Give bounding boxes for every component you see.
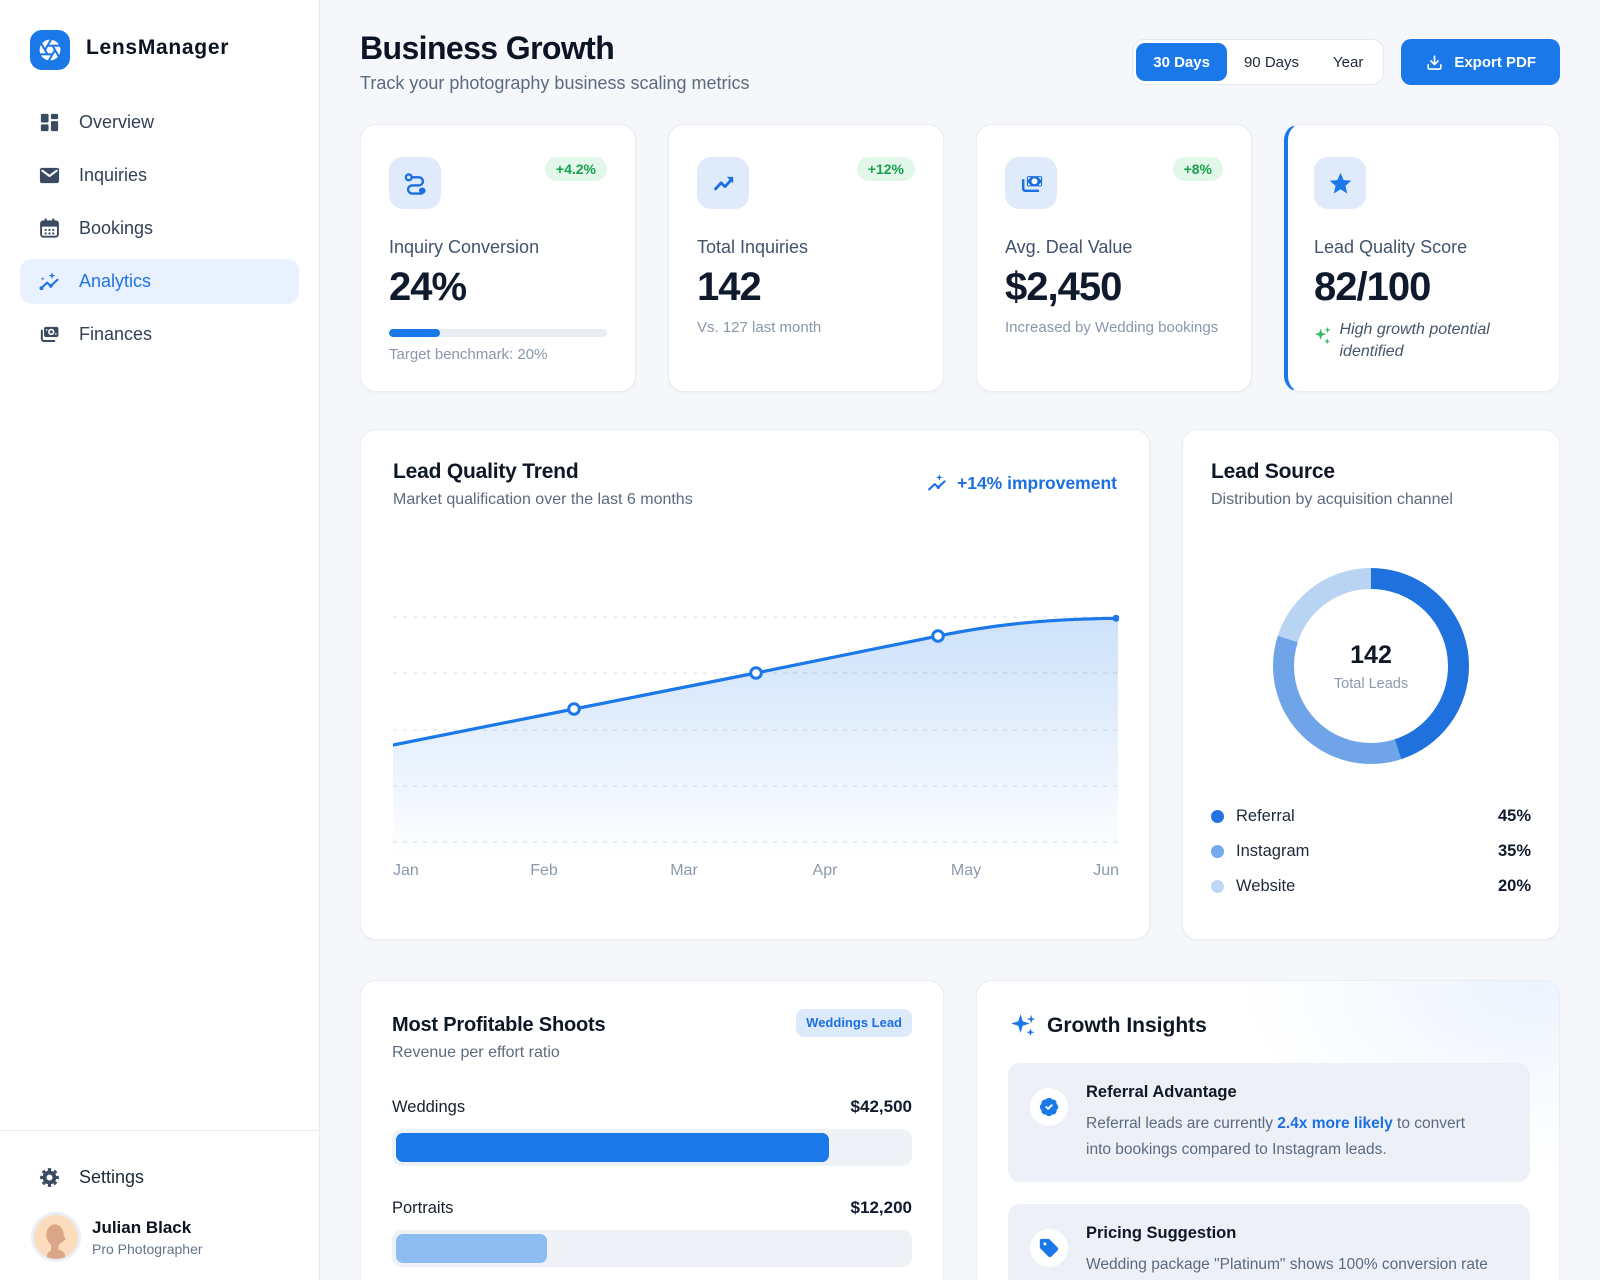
svg-text:Feb: Feb bbox=[530, 862, 558, 879]
svg-text:Mar: Mar bbox=[670, 862, 698, 879]
svg-text:May: May bbox=[951, 862, 981, 879]
svg-text:Apr: Apr bbox=[813, 862, 839, 879]
svg-text:Jun: Jun bbox=[1093, 862, 1119, 879]
svg-text:Jan: Jan bbox=[393, 862, 419, 879]
